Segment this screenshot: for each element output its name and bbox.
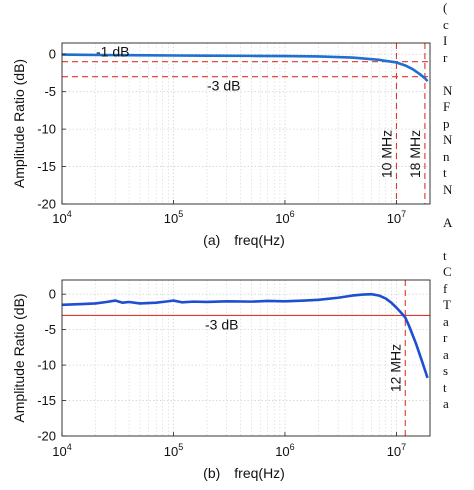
x-tick-base: 10	[52, 444, 66, 459]
y-tick-label: -5	[44, 84, 56, 99]
grid	[61, 43, 431, 205]
x-tick-exponent: 5	[178, 209, 183, 219]
side-text-line: A	[443, 214, 453, 230]
x-tick-label: 106	[275, 209, 294, 226]
x-tick-base: 10	[387, 444, 401, 459]
side-text-line: N	[443, 82, 453, 98]
side-text-line: c	[443, 16, 449, 32]
series-line	[62, 292, 429, 379]
side-text-line: s	[443, 363, 449, 378]
plot-area-frame	[61, 42, 431, 205]
reference-line-label: -3 dB	[207, 78, 240, 94]
side-text-line: r	[443, 49, 448, 65]
side-text-line: a	[443, 313, 449, 329]
panel-label: (b)	[203, 465, 220, 481]
side-text-line: F	[443, 99, 451, 114]
x-tick-base: 10	[164, 211, 178, 226]
side-text-line: t	[443, 379, 447, 395]
x-tick-label: 107	[387, 442, 406, 459]
side-text-line: C	[443, 264, 452, 279]
y-tick-label: -20	[37, 429, 56, 444]
plot-area-frame	[61, 279, 431, 437]
side-text-line: I	[443, 33, 448, 48]
side-text-line: p	[443, 115, 450, 131]
x-tick-label: 105	[164, 442, 183, 459]
reference-line-label: 12 MHz	[387, 344, 403, 392]
x-tick-exponent: 7	[401, 209, 406, 219]
side-text-line	[443, 198, 474, 215]
panel-label: (a)	[203, 232, 220, 248]
side-text-line: a	[443, 346, 449, 362]
x-tick-base: 10	[387, 211, 401, 226]
x-tick-exponent: 6	[290, 442, 295, 452]
side-text-line	[443, 66, 474, 83]
x-tick-exponent: 4	[67, 209, 72, 219]
x-tick-exponent: 4	[67, 442, 72, 452]
y-tick-label: 0	[49, 287, 56, 302]
y-tick-label: -20	[37, 197, 56, 212]
side-text-line: t	[443, 165, 447, 180]
x-tick-base: 10	[275, 211, 289, 226]
x-tick-label: 104	[52, 209, 71, 226]
series-line	[62, 53, 429, 83]
side-text-line: N	[443, 181, 453, 197]
x-tick-label: 104	[52, 442, 71, 459]
y-axis-label: Amplitude Ratio (dB)	[11, 293, 27, 422]
side-text-line: f	[443, 280, 448, 296]
x-tick-base: 10	[275, 444, 289, 459]
y-tick-label: -15	[37, 159, 56, 174]
grid	[61, 280, 431, 437]
x-tick-label: 106	[275, 442, 294, 459]
x-tick-exponent: 6	[290, 209, 295, 219]
x-tick-base: 10	[164, 444, 178, 459]
side-text-line: a	[443, 396, 449, 411]
y-tick-label: -10	[37, 122, 56, 137]
y-tick-label: -15	[37, 393, 56, 408]
x-tick-exponent: 7	[401, 442, 406, 452]
x-tick-label: 105	[164, 209, 183, 226]
side-text-line: (	[443, 0, 448, 15]
y-tick-label: -10	[37, 358, 56, 373]
x-axis-label: (a) freq(Hz)	[203, 232, 285, 248]
reference-line-label: 18 MHz	[407, 130, 423, 178]
reference-line-label: -3 dB	[205, 316, 238, 332]
x-tick-label: 107	[387, 209, 406, 226]
x-axis-label: (b) freq(Hz)	[203, 465, 285, 481]
side-text-line: n	[443, 148, 450, 164]
y-axis-label: Amplitude Ratio (dB)	[11, 59, 27, 188]
y-tick-label: -5	[44, 322, 56, 337]
side-text-line: t	[443, 247, 447, 263]
y-tick-label: 0	[49, 47, 56, 62]
side-text-line: N	[443, 132, 453, 147]
x-tick-exponent: 5	[178, 442, 183, 452]
x-tick-base: 10	[52, 211, 66, 226]
reference-line-label: -1 dB	[96, 44, 129, 60]
side-text-line: T	[443, 297, 451, 312]
x-axis-title: freq(Hz)	[234, 232, 285, 248]
reference-line-label: 10 MHz	[378, 130, 394, 178]
side-text-line	[443, 231, 474, 248]
x-axis-title: freq(Hz)	[234, 465, 285, 481]
side-text-line: r	[443, 330, 448, 345]
